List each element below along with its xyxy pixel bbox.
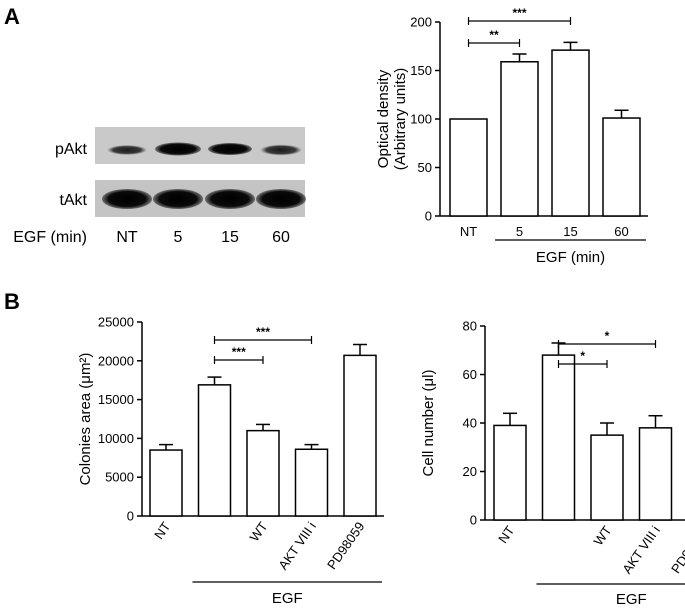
blot-label-pakt: pAkt — [55, 141, 88, 158]
blot-lane-5: 5 — [174, 229, 183, 246]
band-pakt-nt — [107, 145, 147, 155]
western-blot: pAkt tAkt EGF (min) NT 5 15 60 — [13, 127, 306, 246]
chart-colonies-area: 0 5000 10000 15000 20000 25000 Colonies area (… — [77, 315, 384, 607]
significance-label: *** — [512, 6, 526, 20]
chart-optical-density: 0 50 100 150 200 Optical density(Arbitrary un… — [375, 6, 648, 266]
y-tick-label: 100 — [410, 112, 432, 127]
band-pakt-15 — [208, 143, 252, 155]
x-tick-label: 5 — [516, 224, 523, 239]
y-axis-label-line: (Arbitrary units) — [392, 68, 409, 171]
x-tick-label: PD98059 — [324, 519, 367, 572]
y-tick-label: 0 — [127, 509, 134, 524]
band-takt-5 — [153, 189, 203, 209]
y-tick-label: 10000 — [98, 431, 134, 446]
bar — [343, 354, 377, 517]
bar — [551, 49, 590, 217]
band-takt-15 — [205, 189, 255, 209]
blot-lane-header: EGF (min) — [13, 229, 87, 246]
blot-lane-60: 60 — [272, 229, 290, 246]
bar — [541, 354, 576, 521]
y-axis-label: Optical density(Arbitrary units) — [375, 68, 409, 171]
y-axis-label-line: Optical density — [375, 69, 392, 168]
y-tick-label: 40 — [463, 416, 477, 431]
significance-label: *** — [256, 325, 270, 339]
bar — [294, 448, 329, 517]
blot-label-takt: tAkt — [59, 192, 87, 209]
y-tick-label: 200 — [410, 15, 432, 30]
blot-lane-15: 15 — [221, 229, 239, 246]
y-tick-label: 150 — [410, 63, 432, 78]
y-tick-label: 20000 — [98, 353, 134, 368]
bar — [449, 118, 488, 217]
x-tick-label: AKT VIII i — [275, 519, 319, 572]
bar — [149, 449, 183, 517]
x-tick-label: AKT VIII i — [619, 523, 663, 576]
x-tick-label: NT — [495, 523, 517, 546]
panel-label-b: B — [4, 289, 20, 314]
group-label: EGF (min) — [536, 249, 605, 266]
panel-label-a: A — [4, 4, 20, 29]
group-label: EGF — [616, 591, 647, 608]
bar — [500, 61, 539, 217]
significance-label: * — [605, 329, 610, 343]
y-axis-label-line: Cell number (μl) — [420, 369, 437, 476]
x-tick-label: 60 — [614, 224, 628, 239]
x-tick-label: 15 — [563, 224, 577, 239]
x-tick-label: WT — [591, 523, 615, 548]
band-pakt-60 — [260, 144, 302, 156]
y-tick-label: 0 — [425, 209, 432, 224]
y-tick-label: 25000 — [98, 315, 134, 330]
x-tick-label: NT — [151, 519, 173, 542]
y-tick-label: 0 — [470, 513, 477, 528]
y-tick-label: 80 — [463, 319, 477, 334]
y-axis-label-line: Colonies area (μm²) — [77, 353, 94, 486]
y-tick-label: 5000 — [105, 470, 134, 485]
significance-label: * — [580, 349, 585, 363]
blot-lane-nt: NT — [116, 229, 138, 246]
band-pakt-5 — [155, 142, 201, 156]
x-tick-label: PD98059 — [668, 523, 685, 576]
bar — [590, 434, 624, 521]
bar — [493, 424, 527, 521]
y-tick-label: 15000 — [98, 392, 134, 407]
band-takt-60 — [256, 189, 306, 209]
y-tick-label: 50 — [418, 160, 432, 175]
significance-label: ** — [489, 28, 499, 42]
y-axis-label: Cell number (μl) — [420, 369, 437, 476]
bar — [638, 427, 673, 521]
y-tick-label: 60 — [463, 367, 477, 382]
x-tick-label: WT — [247, 519, 271, 544]
bar — [602, 117, 641, 217]
y-tick-label: 20 — [463, 464, 477, 479]
bar — [246, 429, 280, 517]
x-tick-label: NT — [460, 224, 477, 239]
group-label: EGF — [272, 590, 303, 607]
significance-label: *** — [232, 345, 246, 359]
band-takt-nt — [102, 189, 152, 209]
bar — [197, 384, 232, 517]
y-axis-label: Colonies area (μm²) — [77, 353, 94, 486]
